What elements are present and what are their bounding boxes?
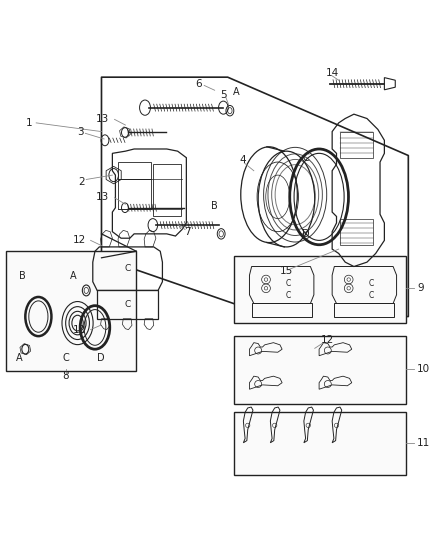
Bar [118, 162, 151, 180]
Text: D: D [97, 353, 104, 363]
Text: 9: 9 [417, 283, 424, 293]
Text: C: C [63, 353, 69, 363]
Text: C: C [124, 300, 131, 309]
Text: 13: 13 [96, 114, 110, 124]
Text: D: D [302, 229, 310, 239]
Text: 12: 12 [73, 236, 86, 245]
Text: 10: 10 [417, 364, 430, 374]
Text: A: A [70, 271, 77, 281]
Text: A: A [16, 353, 23, 363]
Bar [252, 303, 312, 317]
Text: B: B [19, 271, 26, 281]
Bar [153, 164, 181, 216]
Bar [234, 336, 406, 403]
Text: 13: 13 [96, 192, 110, 202]
Text: C: C [124, 264, 131, 273]
Text: C: C [303, 152, 309, 163]
Text: 7: 7 [184, 227, 191, 237]
Bar [234, 413, 406, 475]
Text: 4: 4 [240, 155, 246, 165]
Text: A: A [233, 87, 240, 98]
Text: 1: 1 [25, 118, 32, 128]
Text: 11: 11 [417, 438, 430, 448]
Bar [340, 132, 373, 158]
Text: 12: 12 [321, 335, 335, 345]
Text: 5: 5 [220, 90, 226, 100]
Text: C: C [286, 279, 291, 288]
Bar [340, 219, 373, 245]
Text: 6: 6 [196, 79, 202, 88]
Text: 15: 15 [280, 266, 293, 276]
Text: 3: 3 [77, 126, 84, 136]
Bar [334, 303, 394, 317]
Text: B: B [211, 200, 218, 211]
Text: 12: 12 [73, 325, 86, 335]
Text: 14: 14 [325, 68, 339, 78]
Text: C: C [286, 291, 291, 300]
Bar [234, 256, 406, 323]
Text: C: C [369, 291, 374, 300]
Bar [118, 180, 151, 209]
Bar [6, 251, 136, 371]
Text: 2: 2 [78, 176, 85, 187]
Text: 8: 8 [63, 371, 69, 381]
Text: C: C [369, 279, 374, 288]
